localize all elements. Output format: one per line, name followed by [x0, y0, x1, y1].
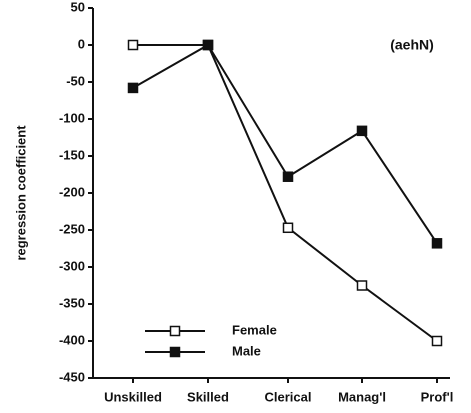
y-tick-label: -400 — [59, 332, 85, 347]
y-tick-label: -450 — [59, 369, 85, 384]
y-tick-label: -150 — [59, 147, 85, 162]
y-tick-label: 0 — [78, 36, 85, 51]
point — [356, 125, 368, 137]
x-tick-label: Unskilled — [104, 389, 162, 404]
annotation: (aehN) — [390, 37, 434, 53]
point — [431, 238, 443, 249]
legend-label: Female — [232, 322, 277, 337]
y-tick-label: -50 — [66, 73, 85, 88]
y-tick-label: -200 — [59, 184, 85, 199]
x-tick-label: Manag'l — [338, 389, 386, 404]
legend-marker — [169, 325, 181, 337]
point — [127, 39, 139, 51]
point — [282, 171, 294, 182]
point — [431, 335, 443, 347]
y-tick-label: -300 — [59, 258, 85, 273]
legend-marker — [169, 346, 181, 358]
y-tick-label: -250 — [59, 221, 85, 236]
legend-label: Male — [232, 343, 261, 358]
point — [127, 82, 139, 94]
series-line — [133, 44, 438, 342]
y-tick-label: 50 — [71, 0, 85, 14]
y-tick-label: -100 — [59, 110, 85, 125]
point — [202, 39, 214, 51]
series-line — [132, 43, 438, 244]
x-tick-label: Skilled — [187, 389, 229, 404]
y-axis-label: regression coefficient — [13, 125, 28, 261]
x-tick-label: Prof'l — [421, 389, 454, 404]
point — [282, 222, 294, 234]
point — [356, 280, 368, 291]
y-tick-label: -350 — [59, 295, 85, 310]
x-tick-label: Clerical — [265, 389, 312, 404]
